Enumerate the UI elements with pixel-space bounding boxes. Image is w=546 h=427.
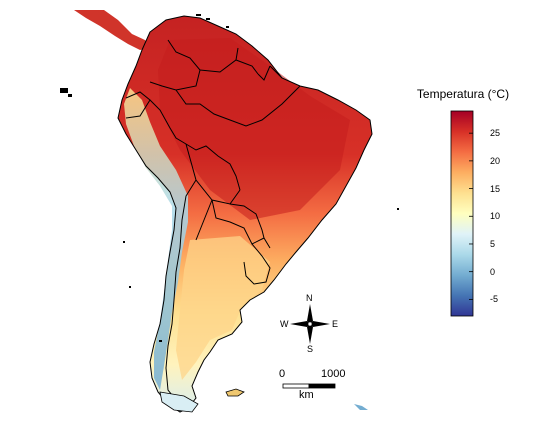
compass-north-label: N	[306, 293, 313, 303]
scale-end-label: 1000	[321, 368, 346, 380]
andes-cold-region	[124, 88, 188, 390]
compass-west-label: W	[280, 319, 289, 329]
north-arrow	[290, 304, 330, 344]
scale-bar	[282, 383, 336, 389]
legend-title: Temperatura (°C)	[416, 87, 510, 101]
country-borders	[117, 15, 373, 413]
scale-unit-label: km	[299, 389, 314, 401]
central-america-landmass	[74, 10, 150, 50]
south-georgia	[354, 404, 368, 410]
legend-tick-label: 5	[490, 238, 496, 249]
legend-tick-label: 25	[490, 128, 501, 139]
legend-colorbar	[450, 110, 474, 317]
legend-tick-label: -5	[490, 294, 499, 305]
islands	[60, 14, 399, 342]
amazon-hot-region	[158, 38, 350, 220]
compass-east-label: E	[332, 319, 339, 329]
legend-tick-label: 15	[490, 183, 501, 194]
scale-start-label: 0	[279, 368, 286, 380]
legend-tick-label: 20	[490, 155, 501, 166]
legend-tick-label: 10	[490, 211, 501, 222]
legend-tick-marks	[469, 132, 473, 300]
falkland-islands	[225, 388, 245, 397]
southern-cone-region	[176, 236, 270, 380]
tierra-del-fuego	[159, 391, 199, 413]
legend-tick-label: 0	[490, 266, 496, 277]
compass-south-label: S	[307, 344, 314, 354]
